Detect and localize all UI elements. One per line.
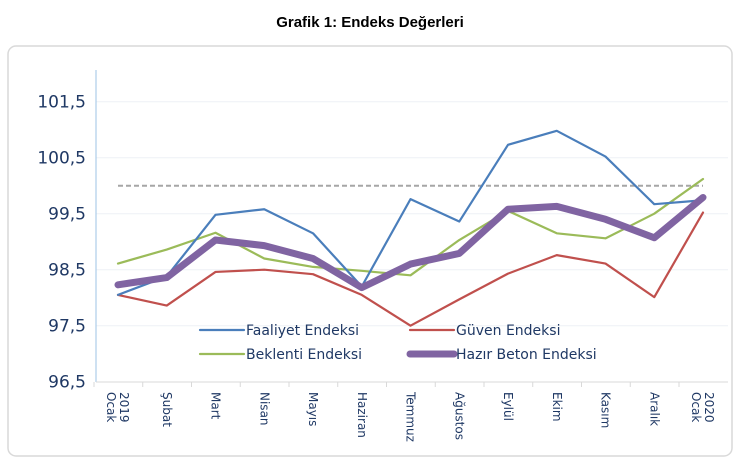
legend-label: Beklenti Endeksi xyxy=(246,347,362,363)
series-line-beklenti-endeksi xyxy=(116,177,705,277)
x-tick-label: Mayıs xyxy=(306,392,320,426)
series-line-faaliyet-endeksi xyxy=(116,129,705,296)
x-tick-label-month: Ocak xyxy=(689,392,703,422)
x-tick-label-month: Ocak xyxy=(104,392,118,422)
y-tick-label: 100,5 xyxy=(37,149,86,169)
x-tick-label-text: Haziran xyxy=(355,392,369,438)
x-tick-label-text: Eylül xyxy=(501,392,515,421)
x-tick-label-text: Ağustos xyxy=(452,392,466,440)
y-tick-label: 101,5 xyxy=(37,93,86,113)
x-tick-label: Şubat xyxy=(160,392,174,427)
y-tick-label: 99,5 xyxy=(48,205,86,225)
series-line-g-ven-endeksi xyxy=(116,211,705,327)
x-tick-label-text: Mayıs xyxy=(306,392,320,426)
x-tick-label: Aralık xyxy=(647,392,661,426)
x-tick-label: Ağustos xyxy=(452,392,466,440)
legend-label: Faaliyet Endeksi xyxy=(246,323,359,339)
x-tick-label: Ekim xyxy=(550,392,564,422)
y-tick-label: 98,5 xyxy=(48,261,86,281)
x-tick-label-text: Şubat xyxy=(160,392,174,427)
x-tick-label-text: Mart xyxy=(209,392,223,420)
x-tick-label-text: Nisan xyxy=(257,392,271,426)
x-tick-label-year: 2020 xyxy=(702,392,716,423)
x-tick-label-text: Aralık xyxy=(647,392,661,426)
x-tick-label: Haziran xyxy=(355,392,369,438)
chart-title: Grafik 1: Endeks Değerleri xyxy=(276,14,464,31)
series-line-haz-r-beton-endeksi xyxy=(114,193,707,292)
x-tick-label-text: Kasım xyxy=(599,392,613,428)
x-tick-label-text: Ekim xyxy=(550,392,564,422)
x-tick-label: Temmuz xyxy=(404,391,418,442)
x-tick-label: Kasım xyxy=(599,392,613,428)
x-tick-label-text: Temmuz xyxy=(404,391,418,442)
chart-frame xyxy=(7,45,733,457)
y-tick-label: 97,5 xyxy=(48,317,86,337)
legend-label: Güven Endeksi xyxy=(456,323,560,339)
x-tick-label: Nisan xyxy=(257,392,271,426)
x-tick-label: Mart xyxy=(209,392,223,420)
legend-label: Hazır Beton Endeksi xyxy=(456,347,597,363)
y-tick-label: 96,5 xyxy=(48,373,86,393)
x-tick-label: Eylül xyxy=(501,392,515,421)
x-tick-label-year: 2019 xyxy=(117,392,131,423)
